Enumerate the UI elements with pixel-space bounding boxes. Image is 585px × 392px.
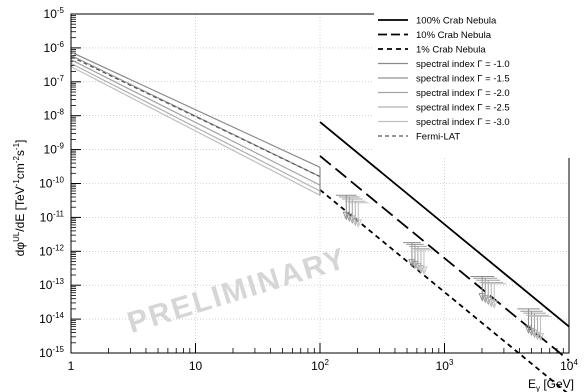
upper-limit-arrow (415, 249, 433, 276)
x-tick-label: 102 (311, 358, 329, 373)
upper-limit-arrow (517, 308, 540, 335)
x-tick-label: 10 (189, 359, 203, 373)
ul-arrowhead (478, 293, 486, 302)
x-tick-label: 104 (560, 358, 578, 373)
x-tick-labels: 1 10 102 103 104 (68, 358, 579, 373)
plot-frame (70, 13, 570, 354)
ul-arrowhead (527, 327, 536, 337)
ul-arrowhead (408, 259, 416, 268)
x-axis-label: Eγ [GeV] (528, 377, 574, 392)
legend-box (374, 11, 570, 158)
upper-limit-arrow (406, 243, 424, 270)
ul-arrowhead (351, 217, 359, 227)
y-tick-label: 10-15 (39, 345, 64, 360)
y-tick-label: 10-10 (39, 176, 64, 191)
series-layer (70, 51, 570, 392)
legend-label: spectral index Γ = -1.0 (416, 59, 510, 70)
series-line (70, 62, 321, 192)
series-line (70, 59, 321, 186)
series-line (70, 54, 321, 178)
series-line (70, 51, 321, 168)
x-tick-label: 103 (436, 358, 454, 373)
legend-label: spectral index Γ = -1.5 (416, 74, 510, 85)
ul-arrowhead (533, 331, 542, 341)
legend-label: spectral index Γ = -2.0 (416, 88, 510, 99)
y-tick-label: 10-14 (39, 311, 64, 326)
legend-label: spectral index Γ = -3.0 (416, 117, 510, 128)
legend-label: spectral index Γ = -2.5 (416, 103, 510, 114)
ul-arrowhead (414, 262, 422, 272)
legend-label: 100% Crab Nebula (416, 16, 497, 27)
upper-limit-arrow (347, 202, 369, 228)
series-line (319, 121, 570, 328)
y-tick-label: 10-5 (44, 6, 65, 21)
y-tick-label: 10-12 (39, 243, 64, 258)
x-tick-label: 1 (68, 359, 75, 373)
y-tick-label: 10-6 (44, 40, 65, 55)
y-tick-labels: 10-5 10-6 10-7 10-8 10-9 10-10 10-11 10-12 10-13… (39, 6, 64, 360)
legend-label: 1% Crab Nebula (416, 45, 486, 56)
ul-arrowhead (524, 325, 533, 335)
legend: 100% Crab Nebula 10% Crab Nebula 1% Crab N… (374, 11, 570, 158)
upper-limit-arrow (482, 283, 507, 309)
y-tick-label: 10-13 (39, 277, 64, 292)
upper-limits-layer (335, 194, 552, 342)
ul-arrowhead (354, 219, 362, 228)
y-tick-label: 10-7 (44, 74, 65, 89)
ul-arrowhead (417, 265, 425, 274)
upper-limit-arrow (473, 277, 498, 304)
legend-label: 10% Crab Nebula (416, 30, 492, 41)
upper-limit-arrow (529, 315, 552, 342)
series-line (319, 155, 570, 362)
series-line (70, 66, 321, 196)
upper-limit-arrow (338, 196, 360, 223)
axis-ticks (70, 13, 570, 354)
ul-arrowhead (484, 296, 492, 306)
ul-arrowhead (345, 213, 353, 223)
legend-label: Fermi-LAT (416, 132, 460, 143)
ul-arrowhead (481, 294, 489, 304)
ul-arrowhead (411, 260, 419, 270)
ul-arrowhead (536, 332, 545, 342)
ul-arrowhead (490, 300, 498, 309)
ul-arrowhead (487, 299, 495, 308)
ul-arrowhead (342, 211, 350, 221)
ul-arrowhead (348, 215, 356, 225)
y-tick-label: 10-8 (44, 108, 65, 123)
y-tick-label: 10-9 (44, 142, 65, 157)
y-axis-label: dφUL/dE [TeV-1cm-2s-1] (12, 140, 27, 257)
ul-arrowhead (530, 329, 539, 339)
ul-arrowhead (420, 266, 428, 276)
y-tick-label: 10-11 (40, 209, 65, 224)
